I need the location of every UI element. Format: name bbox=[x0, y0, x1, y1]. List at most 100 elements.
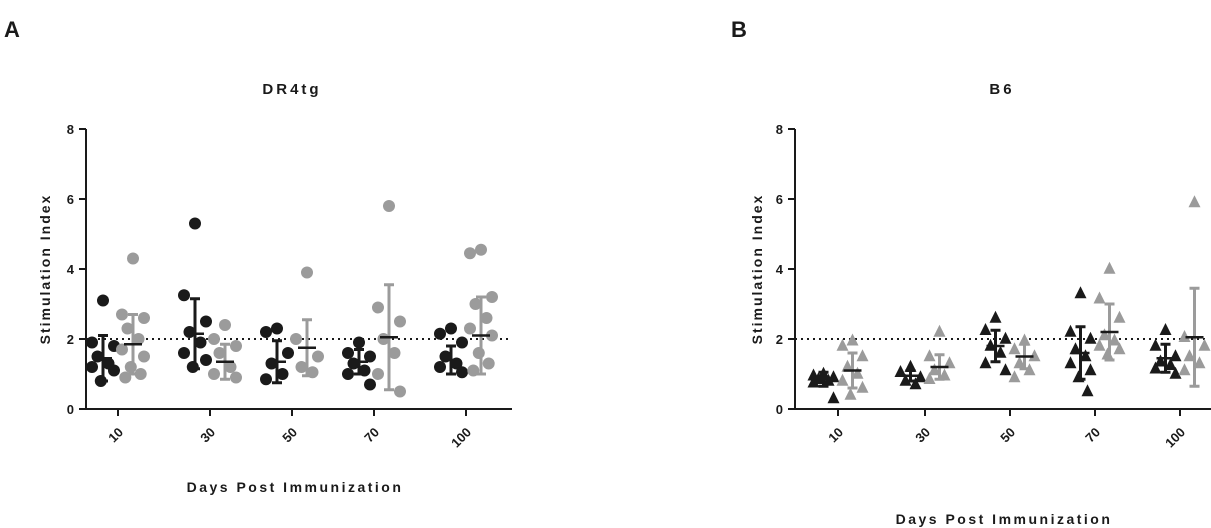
panel-b-y-tick-label: 6 bbox=[776, 192, 783, 207]
panel-a-data-point bbox=[434, 327, 446, 340]
panel-a-data-point bbox=[464, 247, 476, 260]
panel-b-data-point bbox=[928, 363, 941, 376]
panel-a-data-point bbox=[290, 333, 302, 345]
panel-a-data-point bbox=[342, 368, 354, 380]
panel-b-data-point bbox=[1079, 349, 1092, 362]
panel-a-data-point bbox=[445, 322, 457, 335]
panel-b-data-point bbox=[1081, 384, 1094, 397]
panel-a-y-tick-label: 6 bbox=[67, 192, 74, 207]
panel-a-y-tick-label: 4 bbox=[67, 262, 75, 277]
panel-a-data-point bbox=[456, 336, 468, 349]
panel-b-data-point bbox=[979, 323, 992, 336]
panel-b-data-point bbox=[856, 349, 869, 362]
panel-a-y-tick-label: 2 bbox=[67, 332, 74, 347]
panel-b-y-tick-label: 0 bbox=[776, 402, 783, 417]
panel-b-data-point bbox=[1084, 363, 1097, 376]
panel-a-data-point bbox=[138, 312, 150, 324]
panel-a-data-point bbox=[194, 336, 207, 349]
panel-a-data-point bbox=[372, 301, 384, 314]
panel-b-data-point bbox=[841, 359, 854, 372]
panel-a-data-point bbox=[295, 361, 308, 373]
panel-a-x-tick-label: 70 bbox=[361, 425, 382, 446]
panel-b-data-point bbox=[1149, 338, 1162, 351]
panel-a-data-point bbox=[91, 350, 104, 363]
panel-a-data-point bbox=[482, 357, 495, 370]
panel-a-data-point bbox=[383, 200, 395, 212]
panel-a-data-point bbox=[353, 336, 365, 349]
panel-b-data-point bbox=[1018, 333, 1031, 346]
panel-b-data-point bbox=[1198, 338, 1211, 351]
panel-b-data-point bbox=[1113, 342, 1126, 355]
panel-b-data-point bbox=[1178, 330, 1191, 343]
panel-b-data-point bbox=[1164, 358, 1177, 371]
panel-a-data-point bbox=[200, 354, 212, 366]
panel-a-x-tick-label: 30 bbox=[197, 425, 218, 446]
panel-b-data-point bbox=[1113, 310, 1126, 323]
panel-b-data-point bbox=[1098, 328, 1111, 341]
panel-a-data-point bbox=[364, 350, 376, 363]
panel-a-data-point bbox=[200, 315, 212, 328]
panel-a-data-point bbox=[472, 347, 485, 359]
panel-a-data-point bbox=[301, 266, 313, 279]
panel-b-y-axis-label: Stimulation Index bbox=[749, 194, 765, 345]
panel-b-data-point bbox=[1028, 349, 1041, 362]
panel-a-data-point bbox=[178, 289, 190, 302]
panel-a-data-point bbox=[230, 340, 242, 352]
panel-a-data-point bbox=[480, 312, 493, 324]
panel-a-data-point bbox=[486, 291, 498, 303]
panel-a-data-point bbox=[86, 336, 98, 349]
panel-b-data-point bbox=[923, 372, 936, 385]
panel-a-y-axis-label: Stimulation Index bbox=[37, 194, 53, 345]
panel-b-data-point bbox=[923, 349, 936, 362]
panel-a-data-point bbox=[434, 361, 446, 373]
panel-b-data-point bbox=[827, 391, 840, 404]
panel-a-data-point bbox=[183, 326, 196, 338]
panel-a-x-tick-label: 10 bbox=[105, 425, 126, 446]
panel-b-data-point bbox=[999, 331, 1012, 344]
panel-b-data-point bbox=[836, 373, 849, 386]
panel-a-data-point bbox=[377, 333, 390, 345]
panel-b-data-point bbox=[846, 333, 859, 346]
panel-b-data-point bbox=[1103, 261, 1116, 274]
panel-a-data-point bbox=[372, 368, 384, 380]
panel-b-y-tick-label: 2 bbox=[776, 332, 783, 347]
panel-a-data-point bbox=[224, 361, 237, 373]
panel-b-data-point bbox=[1064, 324, 1077, 337]
panel-a-data-point bbox=[467, 364, 480, 377]
panel-b-data-point bbox=[1149, 361, 1162, 374]
panel-a-data-point bbox=[230, 371, 242, 384]
panel-a-x-tick-label: 100 bbox=[448, 425, 474, 451]
panel-a-data-point bbox=[358, 364, 371, 377]
panel-b-data-point bbox=[1008, 370, 1021, 383]
panel-b-data-point bbox=[1008, 342, 1021, 355]
panel-b-title: B6 bbox=[989, 81, 1014, 98]
panel-b-data-point bbox=[1101, 347, 1114, 360]
panel-b-data-point bbox=[1069, 342, 1082, 355]
panel-a-y-tick-label: 8 bbox=[67, 122, 74, 137]
panel-b-data-point bbox=[933, 324, 946, 337]
panel-b-data-point bbox=[938, 368, 951, 381]
panel-a-data-point bbox=[97, 294, 109, 307]
panel-b-data-point bbox=[1178, 363, 1191, 376]
panel-a-data-point bbox=[119, 371, 132, 384]
panel-b-data-point bbox=[807, 375, 820, 388]
panel-b-data-point bbox=[1193, 356, 1206, 369]
panel-b-y-tick-label: 8 bbox=[776, 122, 783, 137]
panel-a-data-point bbox=[121, 322, 134, 335]
panel-b-x-tick-label: 30 bbox=[912, 425, 933, 446]
panel-b-x-tick-label: 50 bbox=[997, 425, 1018, 446]
panel-b-plot: 0 2 4 6 8 10 30 50 70 100 bbox=[776, 122, 1211, 450]
panel-b-data-point bbox=[904, 359, 917, 372]
panel-a-data-point bbox=[388, 347, 401, 359]
panel-a-data-point bbox=[138, 350, 150, 363]
panel-a-x-axis-label: Days Post Immunization bbox=[187, 479, 404, 495]
panel-a-data-point bbox=[475, 243, 487, 256]
panel-b-data-point bbox=[943, 356, 956, 369]
panel-a-data-point bbox=[486, 329, 498, 342]
panel-b-x-axis-label: Days Post Immunization bbox=[896, 511, 1113, 527]
panel-a-data-point bbox=[312, 350, 324, 363]
panel-b-data-point bbox=[994, 345, 1007, 358]
panel-a-data-point bbox=[116, 343, 128, 356]
panel-a-data-point bbox=[208, 333, 220, 345]
